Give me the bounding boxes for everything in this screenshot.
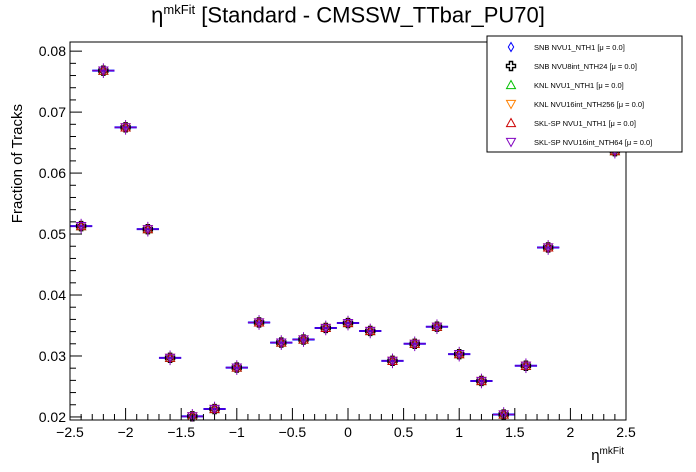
- legend: SNB NVU1_NTH1 [μ = 0.0] SNB NVU8int_NTH24…: [486, 35, 683, 153]
- data-marker: [164, 353, 176, 364]
- data-point: [470, 373, 493, 389]
- data-marker: [520, 361, 532, 372]
- title-symbol: η: [151, 2, 164, 28]
- legend-label: SKL-SP NVU16int_NTH64 [μ = 0.0]: [534, 138, 652, 147]
- x-tick-label: −2: [118, 424, 134, 440]
- data-marker: [186, 412, 198, 422]
- y-tick-label: 0.07: [39, 104, 66, 120]
- x-tick-label: −0.5: [279, 424, 307, 440]
- data-marker: [364, 326, 376, 337]
- data-point: [292, 332, 315, 347]
- data-point: [247, 315, 271, 330]
- legend-marker: [505, 137, 517, 148]
- legend-marker: [507, 41, 515, 53]
- x-axis-label-symbol: η: [591, 447, 599, 464]
- data-point: [336, 315, 360, 331]
- legend-marker: [505, 117, 517, 128]
- y-tick-label: 0.08: [39, 43, 66, 59]
- legend-label: SNB NVU1_NTH1 [μ = 0.0]: [534, 43, 625, 52]
- data-marker: [98, 66, 109, 77]
- data-point: [514, 358, 538, 374]
- data-point: [158, 350, 182, 366]
- data-point: [425, 319, 449, 335]
- data-point: [537, 240, 560, 255]
- data-point: [359, 323, 382, 339]
- data-marker: [409, 339, 421, 350]
- x-tick-label: 2.5: [616, 424, 636, 440]
- data-marker: [253, 318, 265, 328]
- data-marker: [75, 222, 87, 232]
- data-marker: [342, 318, 354, 329]
- data-marker: [209, 404, 220, 415]
- data-marker: [387, 356, 398, 367]
- x-tick-label: 0: [344, 424, 352, 440]
- data-point: [448, 346, 471, 362]
- x-axis-label: ηmkFit: [591, 446, 624, 464]
- data-marker: [542, 243, 554, 253]
- legend-marker: [505, 60, 517, 72]
- x-tick-label: 1.5: [505, 424, 525, 440]
- axes: −2.5 −2 −1.5 −1 −0.5 0 0.5 1 1.5 2 2.5 0.02 0.03 0.04…: [39, 43, 636, 440]
- data-marker: [476, 376, 487, 387]
- y-tick-label: 0.06: [39, 165, 66, 181]
- data-marker: [431, 322, 443, 333]
- x-tick-label: 1: [455, 424, 463, 440]
- data-marker: [142, 225, 154, 235]
- data-point: [136, 221, 159, 237]
- y-tick-label: 0.05: [39, 226, 66, 242]
- data-point: [381, 353, 404, 369]
- title-superscript: mkFit: [163, 2, 196, 17]
- legend-label: KNL NVU16int_NTH256 [μ = 0.0]: [534, 100, 644, 109]
- legend-label: SNB NVU8int_NTH24 [μ = 0.0]: [534, 62, 637, 71]
- data-point: [225, 360, 248, 375]
- data-marker: [298, 335, 309, 346]
- data-point: [92, 63, 115, 78]
- data-point: [203, 401, 226, 417]
- x-tick-label: −2.5: [56, 424, 84, 440]
- data-marker: [231, 363, 243, 374]
- data-marker: [453, 350, 465, 360]
- data-point: [114, 120, 137, 135]
- chart-title: ηmkFit [Standard - CMSSW_TTbar_PU70]: [0, 2, 696, 28]
- data-marker: [275, 338, 287, 349]
- x-axis-label-superscript: mkFit: [600, 446, 625, 457]
- data-marker: [120, 123, 131, 133]
- legend-marker: [505, 79, 517, 90]
- data-point: [70, 218, 93, 234]
- data-point: [270, 335, 293, 350]
- legend-label: SKL-SP NVU1_NTH1 [μ = 0.0]: [534, 119, 636, 128]
- x-tick-label: −1.5: [167, 424, 195, 440]
- x-tick-label: 2: [567, 424, 575, 440]
- x-tick-label: −1: [229, 424, 245, 440]
- data-marker: [320, 323, 332, 334]
- y-tick-label: 0.04: [39, 287, 66, 303]
- y-tick-label: 0.02: [39, 409, 66, 425]
- data-point: [314, 320, 337, 336]
- y-axis-label: Fraction of Tracks: [9, 104, 26, 223]
- x-tick-label: 0.5: [394, 424, 414, 440]
- legend-label: KNL NVU1_NTH1 [μ = 0.0]: [534, 81, 624, 90]
- title-text: [Standard - CMSSW_TTbar_PU70]: [195, 2, 545, 28]
- legend-marker: [505, 99, 517, 110]
- y-tick-label: 0.03: [39, 348, 66, 364]
- data-marker: [498, 410, 510, 421]
- data-point: [403, 336, 426, 352]
- legend-box: [486, 35, 683, 153]
